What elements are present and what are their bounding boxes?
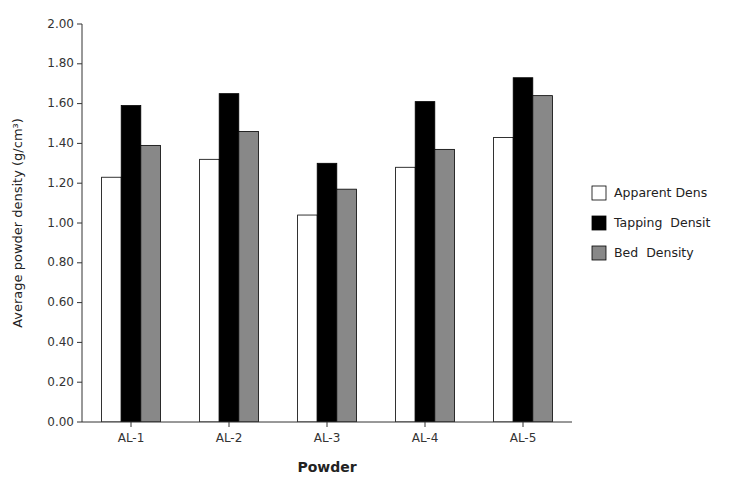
y-tick: [77, 422, 82, 423]
x-tick: [131, 422, 132, 427]
bar: [298, 215, 318, 422]
y-tick-label: 1.80: [47, 56, 74, 70]
bar: [239, 131, 259, 422]
x-tick-label: AL-5: [510, 431, 537, 445]
legend: Apparent Dens Tapping Densit Bed Density: [592, 185, 711, 261]
y-tick: [77, 103, 82, 104]
y-tick-label: 0.80: [47, 255, 74, 269]
bar: [337, 189, 357, 422]
y-tick: [77, 183, 82, 184]
x-tick: [425, 422, 426, 427]
bar: [317, 163, 337, 422]
y-tick: [77, 24, 82, 25]
x-tick-label: AL-2: [216, 431, 243, 445]
bar: [513, 78, 533, 422]
x-axis-label: Powder: [297, 459, 356, 475]
x-tick-label: AL-4: [412, 431, 439, 445]
bar: [102, 177, 122, 422]
legend-swatch: [592, 186, 606, 200]
x-tick-label: AL-1: [118, 431, 145, 445]
bar: [396, 167, 416, 422]
y-tick-label: 1.00: [47, 216, 74, 230]
bar: [435, 149, 455, 422]
x-tick-label: AL-3: [314, 431, 341, 445]
chart: 0.00 0.20 0.40 0.60 0.80 1.00 1.20 1.40 1.60 1.80…: [0, 0, 742, 494]
y-tick-label: 0.60: [47, 295, 74, 309]
y-tick: [77, 262, 82, 263]
y-tick-label: 2.00: [47, 17, 74, 31]
legend-label: Apparent Dens: [614, 185, 707, 200]
legend-swatch: [592, 216, 606, 230]
y-tick: [77, 63, 82, 64]
bar: [494, 137, 514, 422]
x-tick: [523, 422, 524, 427]
y-tick-label: 1.40: [47, 136, 74, 150]
y-tick: [77, 342, 82, 343]
x-tick: [229, 422, 230, 427]
bar: [200, 159, 220, 422]
y-tick-label: 0.00: [47, 415, 74, 429]
bar: [121, 106, 141, 422]
legend-label: Bed Density: [614, 245, 694, 260]
bar: [533, 96, 553, 422]
y-tick-label: 0.40: [47, 335, 74, 349]
y-tick: [77, 382, 82, 383]
bar: [219, 94, 239, 422]
y-tick: [77, 143, 82, 144]
bar: [415, 102, 435, 422]
y-tick-label: 0.20: [47, 375, 74, 389]
y-tick: [77, 223, 82, 224]
y-tick-label: 1.20: [47, 176, 74, 190]
legend-label: Tapping Densit: [613, 215, 711, 230]
bar: [141, 145, 161, 422]
y-axis-label: Average powder density (g/cm³): [10, 118, 25, 328]
y-tick: [77, 302, 82, 303]
x-tick: [327, 422, 328, 427]
bars: [102, 78, 553, 422]
legend-swatch: [592, 246, 606, 260]
y-tick-label: 1.60: [47, 96, 74, 110]
